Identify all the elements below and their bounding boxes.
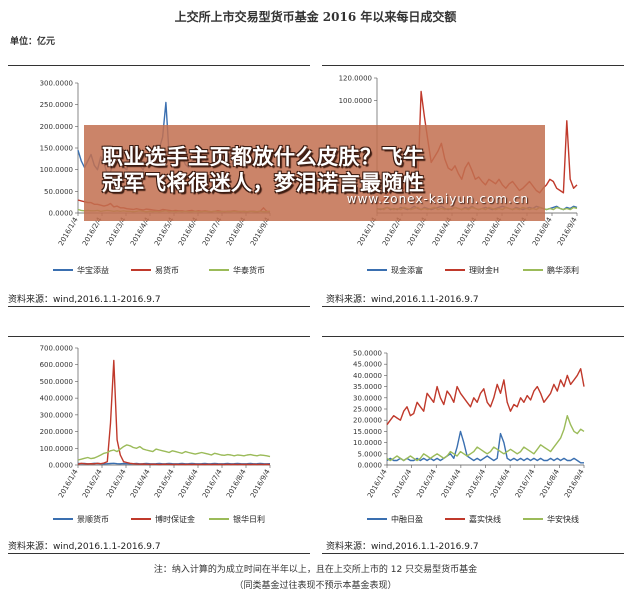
legend-label-1: 华宝添益 [77,265,109,275]
y-tick-label: 0.0000 [49,462,74,470]
y-tick-label: 200.0000 [40,428,73,436]
banner-headline-2: 冠军飞将很迷人，梦泪诺言最随性 [102,171,425,195]
y-tick-label: 250.0000 [40,101,73,109]
legend-label-2: 理财金H [469,265,499,275]
legend-label-2: 嘉实快线 [469,514,501,524]
y-tick-label: 500.0000 [40,378,73,386]
y-tick-label: 25.0000 [353,406,382,414]
legend-label-3: 银华日利 [233,514,265,524]
y-tick-label: 0.0000 [358,462,383,470]
x-tick-label: 2016/3/4 [105,468,128,500]
legend-label-2: 易货币 [155,265,179,275]
banner-url: www.zonex-kaiyun.com.cn [346,192,529,206]
x-tick-label: 2016/4/4 [440,468,463,500]
chart-panel-3: 0.0000 100.0000 200.0000 300.0000 400.0000 50… [8,336,310,537]
x-tick-label: 2016/9/4 [563,468,586,500]
y-tick-label: 120.0000 [339,75,372,83]
y-tick-label: 100.0000 [40,166,73,174]
y-tick-label: 200.0000 [40,123,73,131]
y-tick-label: 100.0000 [339,97,372,105]
y-tick-label: 50.0000 [353,350,382,358]
x-tick-label: 2016/1/4 [57,216,80,248]
x-tick-label: 2016/9/4 [249,468,272,500]
panel-separator-2 [322,306,624,307]
panel-separator-4 [322,553,624,554]
series-line-3 [386,414,585,462]
y-tick-label: 10.0000 [353,439,382,447]
legend-label-1: 景顺货币 [77,514,109,524]
chart-4-svg: 0.0000 5.0000 10.0000 15.0000 20.0000 25.0000… [353,350,586,525]
source-text-2: 资料来源：wind,2016.1.1-2016.9.7 [326,295,479,305]
x-tick-label: 2016/9/4 [556,216,579,248]
legend-label-2: 博时保证金 [155,514,195,524]
y-tick-label: 0.0000 [49,210,74,218]
x-tick-label: 2016/2/4 [391,468,414,500]
y-tick-label: 20.0000 [353,417,382,425]
panel-separator-1 [8,306,310,307]
y-tick-label: 50.0000 [44,188,73,196]
y-tick-label: 35.0000 [353,383,382,391]
chart-panel-4: 0.0000 5.0000 10.0000 15.0000 20.0000 25.0000… [322,336,624,537]
x-tick-label: 2016/7/4 [201,468,224,500]
y-tick-label: 100.0000 [40,445,73,453]
x-tick-label: 2016/1/4 [366,468,389,500]
legend-label-3: 华泰货币 [233,265,265,275]
y-tick-label: 30.0000 [353,394,382,402]
x-tick-label: 2016/1/4 [57,468,80,500]
x-tick-label: 2016/3/4 [415,468,438,500]
footnote-2: （同类基金过往表现不预示本基金表现） [234,581,397,591]
series-line-1 [386,430,584,464]
chart-3-svg: 0.0000 100.0000 200.0000 300.0000 400.0000 50… [40,345,272,525]
x-tick-label: 2016/5/4 [153,468,176,500]
legend-label-3: 鹏华添利 [547,265,579,275]
y-tick-label: 400.0000 [40,395,73,403]
legend-label-3: 华安快线 [547,514,579,524]
chart-main-title: 上交所上市交易型货币基金 2016 年以来每日成交额 [174,10,457,24]
overlay-banner[interactable]: 职业选手主页都放什么皮肤？飞牛 冠军飞将很迷人，梦泪诺言最随性 www.zone… [84,125,545,221]
x-tick-label: 2016/8/4 [538,468,561,500]
x-tick-label: 2016/7/4 [514,468,537,500]
y-tick-label: 40.0000 [353,372,382,380]
y-tick-label: 300.0000 [40,411,73,419]
y-tick-label: 300.0000 [40,80,73,88]
source-text-1: 资料来源：wind,2016.1.1-2016.9.7 [8,295,161,305]
legend-label-1: 中融日盈 [391,514,423,524]
y-tick-label: 600.0000 [40,361,73,369]
y-tick-label: 15.0000 [353,428,382,436]
panel-separator-3 [8,553,310,554]
x-tick-label: 2016/6/4 [489,468,512,500]
y-tick-label: 150.0000 [40,145,73,153]
series-line-2 [386,368,585,426]
x-tick-label: 2016/6/4 [177,468,200,500]
legend-label-1: 现金添富 [391,265,423,275]
unit-label: 单位：亿元 [10,37,56,47]
banner-headline-1: 职业选手主页都放什么皮肤？飞牛 [102,145,425,169]
y-tick-label: 45.0000 [353,361,382,369]
series-line-2 [77,359,271,466]
series-line-3 [77,444,271,461]
x-tick-label: 2016/8/4 [225,468,248,500]
x-tick-label: 2016/2/4 [81,468,104,500]
y-tick-label: 5.0000 [358,450,383,458]
x-tick-label: 2016/5/4 [465,468,488,500]
y-tick-label: 700.0000 [40,345,73,353]
x-tick-label: 2016/4/4 [129,468,152,500]
source-text-4: 资料来源：wind,2016.1.1-2016.9.7 [326,542,479,552]
source-text-3: 资料来源：wind,2016.1.1-2016.9.7 [8,542,161,552]
footnote-1: 注：纳入计算的为成立时间在半年以上，且在上交所上市的 12 只交易型货币基金 [153,565,478,575]
